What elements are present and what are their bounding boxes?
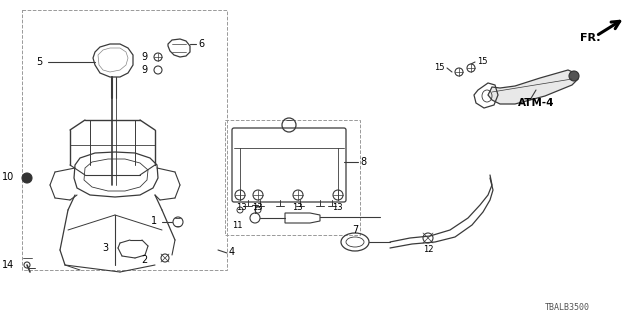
Text: 5: 5 bbox=[36, 57, 42, 67]
Text: 15: 15 bbox=[435, 62, 445, 71]
Text: ATM-4: ATM-4 bbox=[518, 98, 554, 108]
Text: 15: 15 bbox=[477, 57, 488, 66]
Text: 11: 11 bbox=[232, 221, 243, 230]
Text: TBALB3500: TBALB3500 bbox=[545, 303, 590, 313]
Text: 7: 7 bbox=[352, 225, 358, 235]
Text: 1: 1 bbox=[151, 216, 157, 226]
Text: 13: 13 bbox=[292, 203, 303, 212]
Bar bbox=[22, 10, 227, 270]
Text: 6: 6 bbox=[198, 39, 204, 49]
Text: 9: 9 bbox=[142, 65, 148, 75]
Text: 3: 3 bbox=[102, 243, 108, 253]
Text: 13: 13 bbox=[252, 203, 262, 212]
Text: 8: 8 bbox=[360, 157, 366, 167]
Text: 2: 2 bbox=[141, 255, 148, 265]
Text: 13: 13 bbox=[332, 203, 342, 212]
Text: 13: 13 bbox=[236, 203, 246, 212]
Text: FR.: FR. bbox=[580, 33, 600, 43]
Bar bbox=[225, 120, 360, 235]
Polygon shape bbox=[488, 70, 578, 104]
Text: 9: 9 bbox=[142, 52, 148, 62]
Circle shape bbox=[569, 71, 579, 81]
Text: 14: 14 bbox=[2, 260, 14, 270]
Text: 4: 4 bbox=[229, 247, 235, 257]
Circle shape bbox=[22, 173, 32, 183]
Text: 12: 12 bbox=[423, 245, 433, 254]
Text: 10: 10 bbox=[2, 172, 14, 182]
